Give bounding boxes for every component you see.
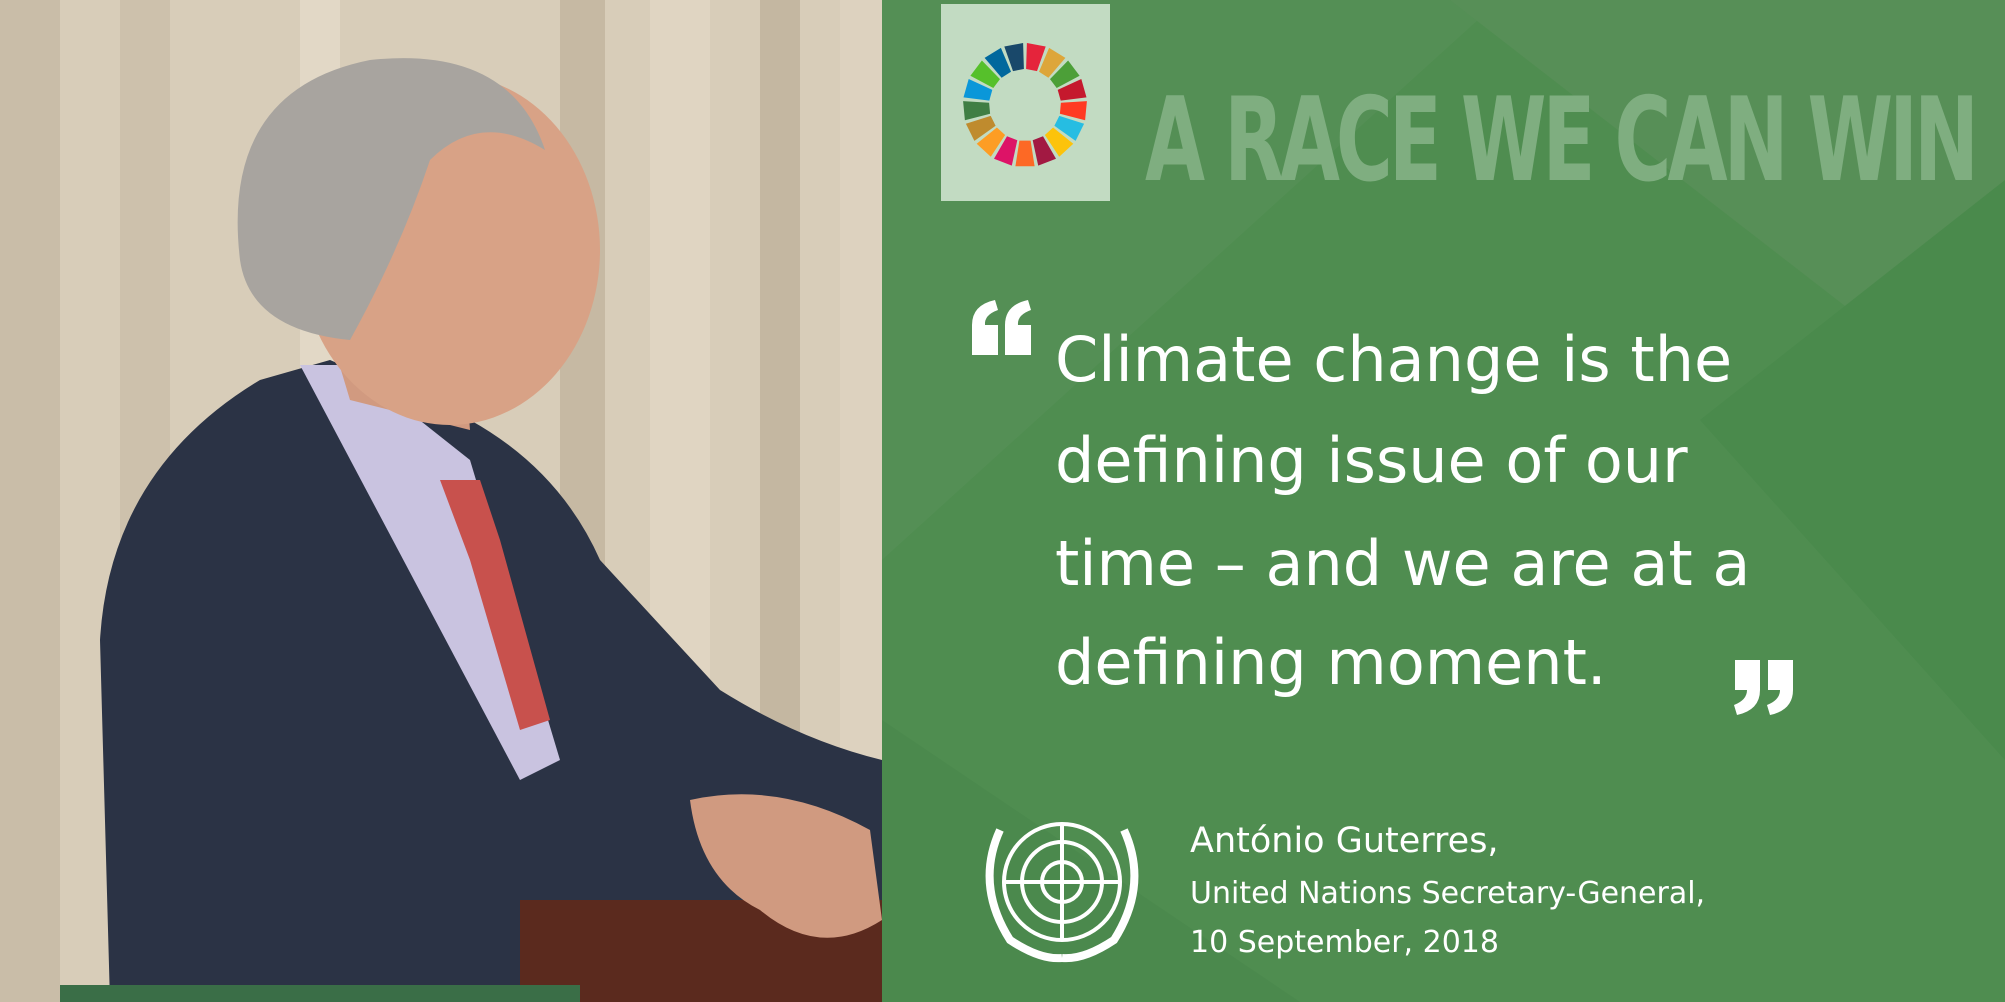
quote-line: time – and we are at a: [1055, 527, 1750, 600]
photo: [0, 0, 882, 1002]
quote-line: defining issue of our: [1055, 424, 1688, 497]
attribution-name: António Guterres,: [1190, 821, 1499, 861]
quote-line: defining moment.: [1055, 626, 1607, 699]
attribution-date: 10 September, 2018: [1190, 925, 1499, 960]
poster: A RACE WE CAN WIN Climate change is the …: [0, 0, 2005, 1002]
attribution-role: United Nations Secretary-General,: [1190, 876, 1705, 911]
quote-line: Climate change is the: [1055, 323, 1732, 396]
title: A RACE WE CAN WIN: [1145, 73, 1975, 208]
sdg-logo: [941, 4, 1110, 201]
